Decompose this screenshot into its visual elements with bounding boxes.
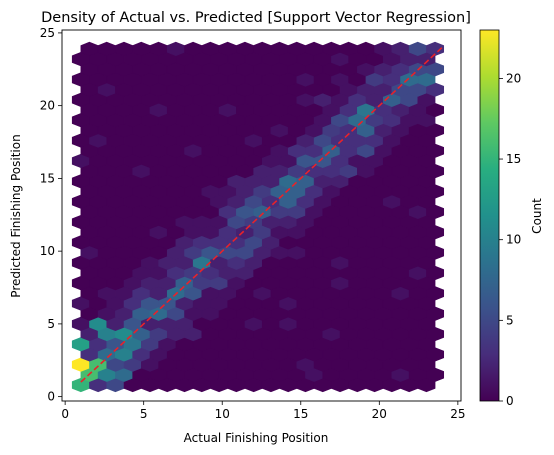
hexbin-layer <box>71 41 445 393</box>
y-tick-label: 15 <box>40 171 55 185</box>
x-axis: 0 5 10 15 20 25 <box>61 401 465 421</box>
x-axis-label: Actual Finishing Position <box>184 431 329 445</box>
colorbar <box>479 29 500 402</box>
hexbin-cell <box>426 41 445 57</box>
y-axis-label: Predicted Finishing Position <box>9 134 23 297</box>
x-tick-label: 25 <box>450 407 465 421</box>
y-axis: 0 5 10 15 20 25 <box>40 26 62 404</box>
x-tick-label: 5 <box>140 407 148 421</box>
x-tick-label: 10 <box>215 407 230 421</box>
colorbar-tick-label: 15 <box>506 152 521 166</box>
colorbar-tick-label: 10 <box>506 233 521 247</box>
colorbar-tick-label: 0 <box>506 394 514 408</box>
x-tick-label: 0 <box>61 407 69 421</box>
chart-title: Density of Actual vs. Predicted [Support… <box>41 10 471 26</box>
y-tick-label: 0 <box>47 390 55 404</box>
colorbar-tick-label: 20 <box>506 71 521 85</box>
x-tick-label: 15 <box>293 407 308 421</box>
reference-line-layer <box>80 46 443 383</box>
reference-line <box>80 46 443 383</box>
y-tick-label: 25 <box>40 26 55 40</box>
colorbar-axis: 0 5 10 15 20 <box>499 71 521 408</box>
x-tick-label: 20 <box>372 407 387 421</box>
y-tick-label: 20 <box>40 99 55 113</box>
colorbar-label: Count <box>530 198 544 234</box>
plot-frame <box>61 29 462 402</box>
colorbar-tick-label: 5 <box>506 313 514 327</box>
y-tick-label: 10 <box>40 244 55 258</box>
y-tick-label: 5 <box>47 317 55 331</box>
